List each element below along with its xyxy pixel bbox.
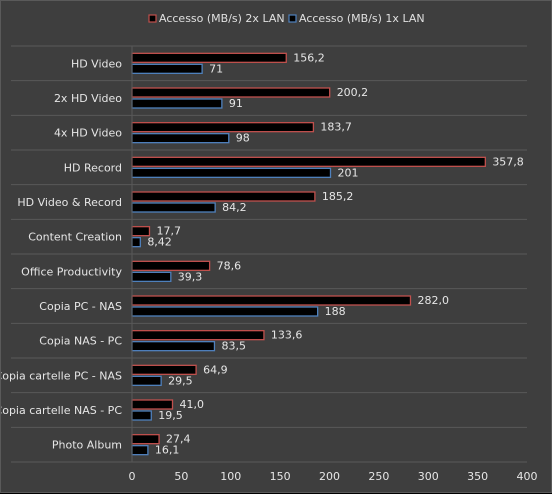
- bar-series-2: [131, 341, 216, 352]
- data-label-series-2: 83,5: [221, 340, 246, 353]
- bar-series-1: [131, 330, 265, 341]
- labels-layer: HD Video 2x HD Video 4x HD Video HD Record H…: [1, 51, 524, 456]
- category-label: Photo Album: [52, 439, 122, 452]
- data-label-series-1: 78,6: [217, 259, 242, 272]
- data-label-series-1: 185,2: [322, 190, 354, 203]
- category-label: Copia NAS - PC: [39, 335, 122, 348]
- bar-series-1: [131, 399, 174, 410]
- bar-series-2: [131, 63, 203, 74]
- x-tick-label: 300: [418, 470, 439, 483]
- x-tick-label: 100: [220, 470, 241, 483]
- legend-swatch-series-1: [148, 14, 157, 23]
- bar-series-2: [131, 133, 230, 144]
- bar-series-2: [131, 237, 141, 248]
- data-label-series-1: 183,7: [320, 121, 352, 134]
- data-label-series-1: 200,2: [337, 86, 369, 99]
- bar-series-2: [131, 271, 172, 282]
- bar-series-2: [131, 445, 149, 456]
- data-label-series-2: 8,42: [147, 236, 172, 249]
- data-label-series-1: 17,7: [156, 225, 181, 238]
- data-label-series-1: 357,8: [492, 155, 524, 168]
- category-label: Copia cartelle NAS - PC: [1, 404, 122, 417]
- x-tick-label: 350: [467, 470, 488, 483]
- bar-series-1: [131, 434, 160, 445]
- data-label-series-1: 27,4: [166, 433, 191, 446]
- bar-series-1: [131, 87, 331, 98]
- category-label: Office Productivity: [21, 265, 122, 278]
- x-tick-label: 50: [174, 470, 188, 483]
- data-label-series-2: 16,1: [155, 444, 180, 457]
- bars-layer: [131, 52, 486, 456]
- data-label-series-2: 188: [325, 305, 346, 318]
- category-label: Copia cartelle PC - NAS: [1, 369, 122, 382]
- category-label: HD Video: [71, 57, 122, 70]
- bar-series-1: [131, 191, 316, 202]
- bar-series-2: [131, 410, 152, 421]
- x-tick-label: 250: [368, 470, 389, 483]
- bar-series-1: [131, 295, 412, 306]
- data-label-series-2: 71: [209, 62, 223, 75]
- bar-series-1: [131, 122, 315, 133]
- data-label-series-1: 41,0: [179, 398, 204, 411]
- bar-series-2: [131, 375, 162, 386]
- category-label: HD Record: [64, 161, 122, 174]
- data-label-series-1: 64,9: [203, 363, 228, 376]
- bar-series-1: [131, 52, 287, 63]
- bar-series-2: [131, 202, 216, 213]
- category-label: HD Video & Record: [17, 196, 122, 209]
- data-label-series-2: 98: [236, 132, 250, 145]
- category-label: Content Creation: [28, 231, 122, 244]
- data-label-series-1: 282,0: [417, 294, 449, 307]
- data-label-series-1: 156,2: [293, 51, 325, 64]
- category-label: Copia PC - NAS: [39, 300, 122, 313]
- data-label-series-2: 201: [337, 166, 358, 179]
- legend-label-series-1: Accesso (MB/s) 2x LAN: [159, 12, 285, 25]
- data-label-series-2: 39,3: [178, 270, 203, 283]
- legend: Accesso (MB/s) 2x LAN Accesso (MB/s) 1x …: [148, 12, 425, 25]
- data-label-series-1: 133,6: [271, 329, 303, 342]
- category-label: 2x HD Video: [54, 92, 122, 105]
- bar-series-1: [131, 226, 151, 237]
- axis-layer: 0 50 100 150 200 250 300 350 400: [129, 46, 538, 483]
- bar-series-1: [131, 156, 486, 167]
- legend-swatch-series-2: [288, 14, 297, 23]
- bar-series-2: [131, 306, 319, 317]
- x-tick-label: 400: [517, 470, 538, 483]
- bar-series-2: [131, 98, 223, 109]
- bar-series-1: [131, 260, 211, 271]
- data-label-series-2: 84,2: [222, 201, 247, 214]
- x-tick-label: 200: [319, 470, 340, 483]
- x-tick-label: 150: [270, 470, 291, 483]
- category-label: 4x HD Video: [54, 127, 122, 140]
- data-label-series-2: 91: [229, 97, 243, 110]
- data-label-series-2: 29,5: [168, 374, 193, 387]
- bar-series-2: [131, 167, 332, 178]
- data-label-series-2: 19,5: [158, 409, 183, 422]
- grid-layer: [11, 45, 527, 463]
- legend-label-series-2: Accesso (MB/s) 1x LAN: [299, 12, 425, 25]
- x-tick-label: 0: [129, 470, 136, 483]
- bar-series-1: [131, 364, 197, 375]
